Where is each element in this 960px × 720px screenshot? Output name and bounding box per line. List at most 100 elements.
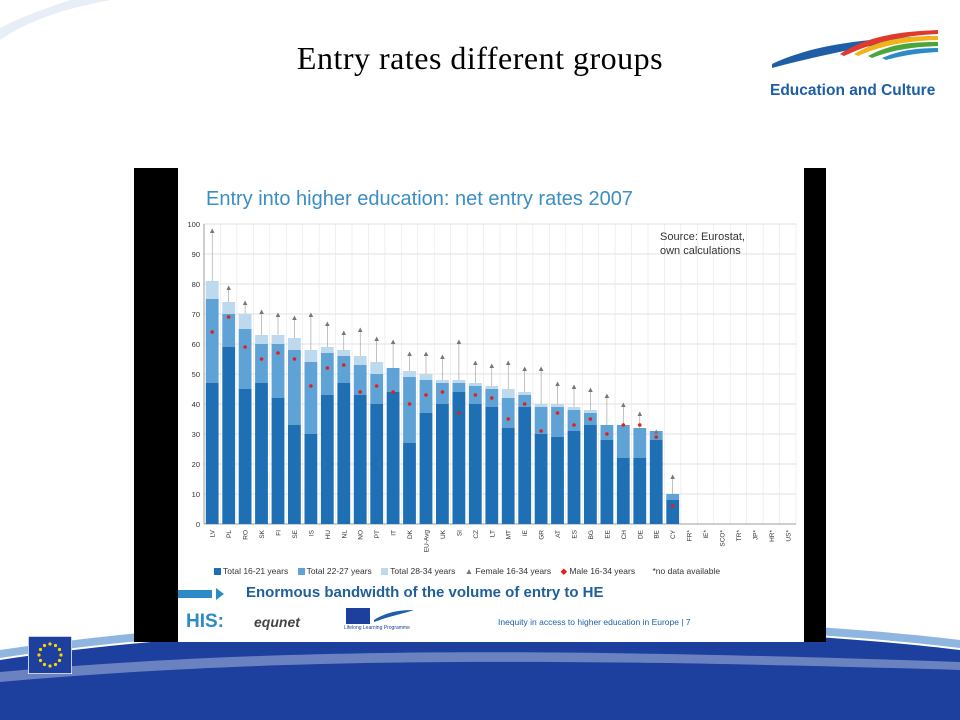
source-note: Source: Eurostat, own calculations bbox=[660, 230, 745, 258]
female-marker bbox=[571, 384, 577, 389]
x-tick-label: BG bbox=[588, 530, 595, 539]
x-tick-label: PL bbox=[226, 530, 233, 538]
y-tick-label: 80 bbox=[192, 280, 200, 289]
bar-segment bbox=[468, 404, 482, 524]
bar-segment bbox=[551, 437, 564, 524]
x-tick-label: IE* bbox=[703, 530, 710, 539]
legend-item-28-34: Total 28-34 years bbox=[381, 566, 455, 576]
male-marker bbox=[424, 393, 428, 397]
x-tick-label: LV bbox=[210, 529, 217, 537]
bar-segment bbox=[353, 395, 367, 524]
flag-star bbox=[53, 662, 58, 667]
x-tick-label: BE bbox=[654, 529, 661, 538]
bar-segment bbox=[584, 410, 597, 413]
x-tick-label: DE bbox=[637, 529, 644, 539]
male-marker bbox=[276, 351, 280, 355]
male-marker bbox=[637, 423, 642, 427]
legend-label-16-21: Total 16-21 years bbox=[223, 566, 289, 576]
bar-segment bbox=[403, 443, 416, 524]
bar-segment bbox=[255, 335, 268, 344]
x-tick-label: TR* bbox=[736, 530, 743, 542]
flag-star bbox=[38, 647, 43, 652]
flag-star bbox=[48, 664, 52, 668]
source-line-1: Source: Eurostat, bbox=[660, 231, 745, 243]
female-marker bbox=[407, 351, 412, 356]
male-marker bbox=[522, 402, 527, 406]
flag-star bbox=[59, 653, 63, 657]
bar-segment bbox=[436, 404, 449, 524]
bar-segment bbox=[255, 344, 268, 383]
bar-segment bbox=[320, 347, 334, 353]
bar-segment bbox=[403, 377, 416, 443]
x-tick-label: GR bbox=[539, 530, 546, 540]
x-tick-label: LT bbox=[489, 530, 496, 537]
legend-item-16-21: Total 16-21 years bbox=[214, 566, 288, 576]
male-marker bbox=[605, 432, 609, 436]
slide-title: Entry rates different groups bbox=[296, 40, 664, 76]
brand-name: Education and Culture bbox=[770, 82, 936, 99]
bar-segment bbox=[271, 344, 285, 398]
x-tick-label: SCO* bbox=[720, 530, 727, 547]
x-tick-label: IE bbox=[522, 529, 529, 536]
embedded-slide: Entry into higher education: net entry r… bbox=[178, 168, 804, 642]
male-marker bbox=[555, 411, 560, 415]
male-marker bbox=[572, 423, 576, 427]
bar-segment bbox=[238, 329, 252, 389]
female-marker bbox=[456, 339, 462, 344]
female-marker bbox=[325, 321, 330, 326]
male-marker bbox=[654, 435, 659, 439]
female-marker bbox=[489, 363, 495, 368]
x-tick-label: SI bbox=[456, 530, 463, 536]
embedded-footer: HIS: equnet Lifelong Learning Programme … bbox=[178, 606, 804, 636]
female-marker bbox=[275, 312, 281, 317]
chart-title: Entry into higher education: net entry r… bbox=[206, 188, 633, 210]
flag-star bbox=[48, 642, 52, 646]
male-marker bbox=[374, 384, 379, 388]
bar-segment bbox=[386, 392, 400, 524]
female-marker bbox=[423, 351, 429, 356]
legend-label-female: Female 16-34 years bbox=[475, 566, 552, 576]
female-marker bbox=[621, 402, 626, 407]
eu-flag-icon bbox=[28, 636, 72, 674]
male-marker bbox=[588, 417, 593, 421]
female-marker bbox=[308, 312, 314, 317]
bar-segment bbox=[419, 374, 433, 380]
bar-chart: 0 10 20 30 40 50 60 70 80 90 100 LV PL RO SK FI SE IS HU NL… bbox=[187, 220, 797, 552]
female-marker bbox=[473, 360, 478, 365]
bar-segment bbox=[238, 389, 252, 524]
bar-segment bbox=[370, 374, 384, 404]
x-tick-label: ES bbox=[572, 529, 579, 538]
female-marker bbox=[522, 366, 527, 371]
flag-star bbox=[42, 662, 47, 667]
x-tick-label: IS bbox=[308, 529, 315, 536]
x-tick-label: HU bbox=[325, 530, 332, 540]
bar-segment bbox=[353, 356, 367, 365]
bar-segment bbox=[205, 383, 219, 524]
bar-segment bbox=[288, 338, 301, 350]
female-marker bbox=[390, 339, 396, 344]
y-tick-label: 90 bbox=[192, 250, 200, 259]
male-marker bbox=[670, 504, 675, 508]
bar-segment bbox=[534, 407, 548, 434]
bar-segment bbox=[468, 383, 482, 386]
bar-segment bbox=[567, 407, 581, 410]
male-marker bbox=[440, 390, 445, 394]
eu-flag-small bbox=[346, 608, 370, 624]
bar-segment bbox=[518, 395, 532, 407]
bar-segment bbox=[567, 431, 581, 524]
llp-label: Lifelong Learning Programme bbox=[344, 625, 410, 631]
bar-segment bbox=[551, 407, 564, 437]
x-tick-label: SE bbox=[292, 529, 299, 538]
bar-segment bbox=[370, 404, 384, 524]
y-tick-label: 50 bbox=[192, 370, 200, 379]
bar-segment bbox=[534, 404, 548, 407]
bar-segment bbox=[304, 350, 318, 362]
x-tick-label: SK bbox=[259, 529, 266, 538]
x-tick-label: MT bbox=[506, 530, 513, 539]
bar-segment bbox=[501, 428, 515, 524]
y-tick-label: 0 bbox=[196, 520, 200, 529]
x-tick-label: PT bbox=[374, 530, 381, 538]
male-marker bbox=[243, 345, 247, 349]
bar-segment bbox=[600, 440, 614, 524]
bar-segment bbox=[666, 494, 680, 500]
